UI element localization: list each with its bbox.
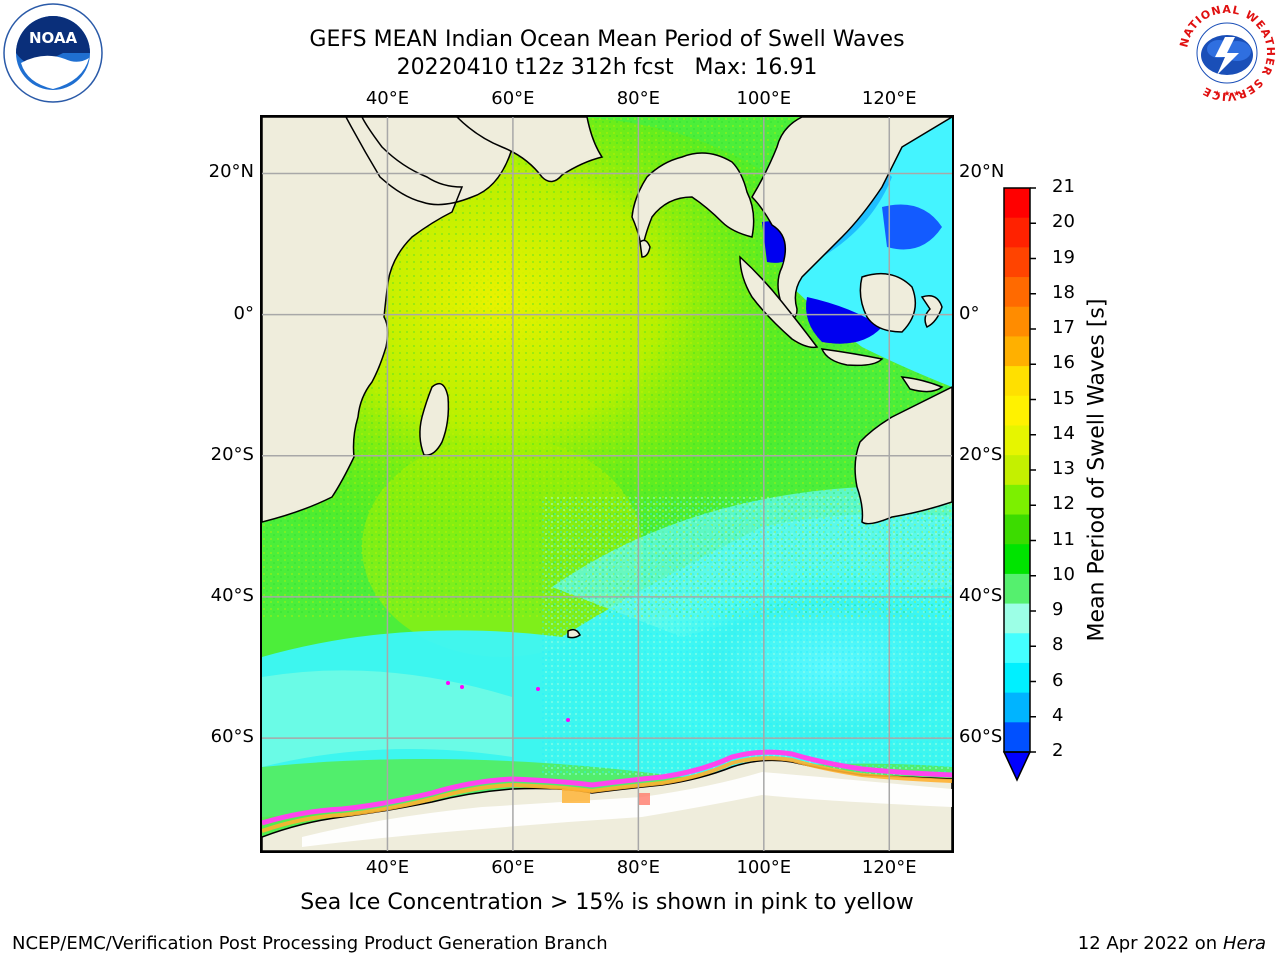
colorbar-segment xyxy=(1004,455,1030,486)
map-panel xyxy=(260,115,954,853)
colorbar-tick-label: 10 xyxy=(1052,563,1075,585)
colorbar-segment xyxy=(1004,573,1030,605)
colorbar-segment xyxy=(1004,514,1030,545)
lat-tick-label-right: 20°S xyxy=(959,443,1003,465)
svg-text:★ ★ ★: ★ ★ ★ xyxy=(1214,89,1241,98)
colorbar-segment xyxy=(1004,722,1030,753)
lat-tick-label-left: 60°S xyxy=(210,726,254,748)
lat-tick-label-right: 20°N xyxy=(959,161,1005,183)
colorbar-segment xyxy=(1004,395,1030,426)
colorbar-segment xyxy=(1004,306,1030,337)
lon-tick-label-bottom: 80°E xyxy=(616,857,660,878)
colorbar-segment xyxy=(1004,277,1030,308)
colorbar-tick-label: 17 xyxy=(1052,317,1075,338)
sea-ice-edge xyxy=(262,681,952,847)
credit-text: NCEP/EMC/Verification Post Processing Pr… xyxy=(12,933,608,954)
colorbar-tick-label: 18 xyxy=(1052,281,1075,303)
lon-tick-label-top: 120°E xyxy=(861,88,917,109)
lon-tick-label-top: 60°E xyxy=(491,88,535,109)
footnote: Sea Ice Concentration > 15% is shown in … xyxy=(300,890,914,915)
colorbar-segment xyxy=(1004,366,1030,397)
colorbar-segment xyxy=(1004,188,1030,219)
map-canvas xyxy=(262,117,952,851)
lon-tick-label-bottom: 120°E xyxy=(861,857,917,878)
colorbar-segment xyxy=(1004,217,1030,248)
noaa-logo: NOAA xyxy=(3,3,103,103)
colorbar-tick-label: 11 xyxy=(1052,528,1075,550)
colorbar-tick-label: 12 xyxy=(1052,493,1075,515)
lon-tick-label-top: 80°E xyxy=(616,88,660,109)
colorbar-tick-label: 2 xyxy=(1052,740,1064,761)
colorbar-segment xyxy=(1004,544,1030,575)
colorbar-segment xyxy=(1004,425,1030,456)
colorbar-tick-label: 4 xyxy=(1052,704,1064,726)
lon-tick-label-bottom: 100°E xyxy=(736,857,792,878)
lat-tick-label-right: 0° xyxy=(959,302,980,324)
map-gridlines xyxy=(262,117,952,851)
colorbar-segment xyxy=(1004,247,1030,278)
lon-tick-label-top: 40°E xyxy=(365,88,410,109)
lat-tick-label-right: 60°S xyxy=(959,726,1003,748)
chart-title: GEFS MEAN Indian Ocean Mean Period of Sw… xyxy=(309,27,905,52)
colorbar-tick-label: 8 xyxy=(1052,634,1064,656)
credit-date: 12 Apr 2022 on Hera xyxy=(1078,933,1266,954)
colorbar-segment xyxy=(1004,633,1030,664)
colorbar-tick-label: 19 xyxy=(1052,246,1075,268)
colorbar-tick-label: 13 xyxy=(1052,458,1075,479)
colorbar-tick-label: 15 xyxy=(1052,387,1075,409)
colorbar-tick-label: 20 xyxy=(1052,211,1075,233)
colorbar-segment xyxy=(1004,662,1030,694)
credit-date-text: 12 Apr 2022 on xyxy=(1077,933,1223,954)
colorbar-tick-label: 9 xyxy=(1052,599,1064,620)
lon-tick-label-bottom: 40°E xyxy=(365,857,410,878)
colorbar-label: Mean Period of Swell Waves [s] xyxy=(1084,298,1110,642)
colorbar-extend-triangle xyxy=(1002,751,1032,782)
colorbar-tick-label: 14 xyxy=(1052,422,1075,444)
colorbar-tick-label: 16 xyxy=(1052,352,1075,374)
credit-machine: Hera xyxy=(1222,933,1266,954)
lon-tick-label-bottom: 60°E xyxy=(491,857,535,878)
lat-tick-label-left: 20°S xyxy=(210,443,254,465)
colorbar-segment xyxy=(1004,692,1030,723)
colorbar xyxy=(1002,187,1036,782)
svg-text:NOAA: NOAA xyxy=(29,29,78,47)
colorbar-segment xyxy=(1004,603,1030,634)
colorbar-tick-label: 21 xyxy=(1052,176,1075,197)
colorbar-segment xyxy=(1004,336,1030,367)
lat-tick-label-left: 40°S xyxy=(210,584,254,606)
lat-tick-label-right: 40°S xyxy=(959,584,1003,606)
chart-subtitle: 20220410 t12z 312h fcst Max: 16.91 xyxy=(396,55,818,80)
lat-tick-label-left: 20°N xyxy=(208,161,254,183)
lat-tick-label-left: 0° xyxy=(233,302,254,324)
colorbar-segment xyxy=(1004,484,1030,516)
lon-tick-label-top: 100°E xyxy=(736,88,792,109)
nws-logo: NATIONAL WEATHER SERVICE ★ ★ ★ xyxy=(1177,3,1276,103)
colorbar-tick-label: 6 xyxy=(1052,669,1064,691)
